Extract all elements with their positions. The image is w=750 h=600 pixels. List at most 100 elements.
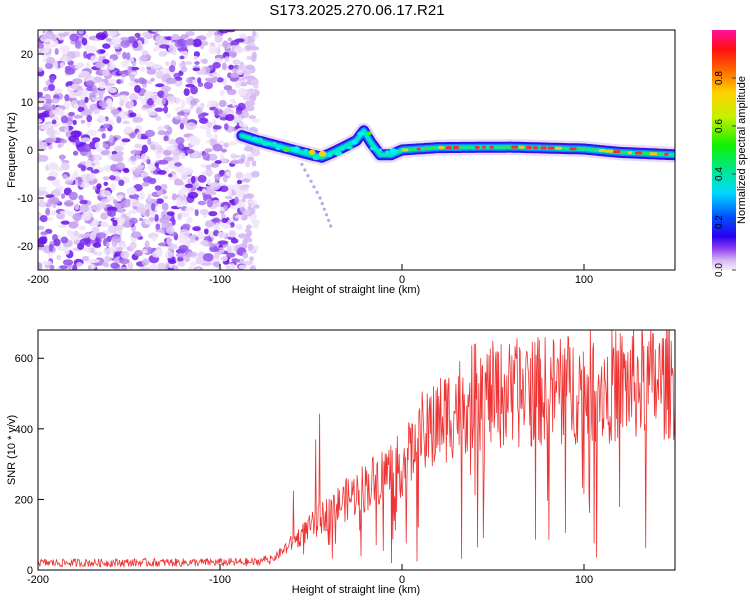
- noise-blob: [113, 199, 118, 205]
- noise-blob: [179, 170, 186, 176]
- noise-blob: [72, 150, 79, 156]
- x-tick-label: 100: [575, 274, 593, 286]
- ridge-core: [562, 147, 567, 150]
- noise-blob: [212, 76, 219, 81]
- noise-blob: [184, 254, 190, 263]
- noise-blob: [197, 232, 204, 239]
- noise-blob: [216, 77, 224, 83]
- colorbar-label: Normalized spectral amplitude: [736, 76, 748, 224]
- noise-blob: [214, 34, 223, 43]
- noise-blob: [183, 88, 190, 96]
- noise-blob: [188, 265, 194, 270]
- noise-blob: [229, 51, 237, 59]
- noise-blob: [251, 170, 260, 178]
- noise-blob: [102, 43, 111, 49]
- noise-blob: [156, 189, 164, 196]
- noise-blob: [233, 46, 244, 54]
- noise-blob: [102, 69, 110, 77]
- noise-blob: [222, 40, 229, 49]
- noise-blob: [167, 126, 173, 135]
- noise-blob: [103, 181, 109, 186]
- ridge-blob: [334, 150, 343, 156]
- noise-blob: [142, 249, 148, 254]
- noise-blob: [51, 98, 60, 104]
- noise-blob: [121, 60, 129, 68]
- ridge-core: [431, 146, 436, 150]
- noise-blob: [123, 111, 129, 116]
- noise-blob: [189, 104, 194, 110]
- noise-blob: [127, 262, 134, 270]
- noise-blob: [86, 166, 94, 171]
- noise-blob: [85, 248, 92, 253]
- ridge-core: [416, 147, 421, 151]
- noise-blob: [166, 145, 177, 151]
- noise-blob: [180, 99, 186, 108]
- noise-blob: [94, 142, 101, 149]
- noise-blob: [167, 160, 177, 170]
- noise-blob: [63, 247, 70, 255]
- noise-blob: [124, 198, 131, 203]
- ridge-core: [467, 145, 472, 149]
- noise-blob: [71, 83, 78, 90]
- noise-blob: [73, 230, 79, 237]
- noise-blob: [233, 64, 240, 70]
- noise-blob: [78, 225, 86, 231]
- x-tick-label: -100: [209, 574, 231, 586]
- noise-blob: [140, 67, 146, 72]
- noise-blob: [163, 105, 169, 114]
- noise-blob: [82, 255, 89, 262]
- noise-blob: [132, 41, 139, 49]
- ridge-core: [554, 146, 562, 150]
- noise-blob: [161, 202, 169, 211]
- noise-blob: [185, 83, 195, 88]
- noise-blob: [213, 133, 218, 141]
- noise-blob: [136, 131, 142, 140]
- noise-blob: [247, 243, 254, 251]
- noise-blob: [212, 144, 223, 152]
- noise-blob: [68, 191, 78, 201]
- noise-blob: [142, 104, 153, 109]
- noise-blob: [92, 137, 101, 143]
- noise-blob: [95, 32, 107, 40]
- spectrogram-heatmap: [38, 30, 675, 270]
- noise-blob: [144, 240, 150, 249]
- noise-blob: [195, 104, 205, 108]
- noise-blob: [107, 78, 116, 84]
- snr-line: [38, 330, 675, 569]
- noise-blob: [95, 61, 105, 69]
- colorbar-axes: 0.0 0.2 0.4 0.6 0.8: [714, 71, 736, 277]
- noise-blob: [46, 128, 56, 136]
- ridge-blob: [312, 155, 320, 161]
- noise-blob: [187, 191, 199, 199]
- noise-blob: [98, 92, 104, 100]
- noise-blob: [64, 125, 69, 133]
- noise-blob: [220, 255, 228, 262]
- noise-blob: [247, 156, 254, 162]
- noise-blob: [223, 205, 228, 210]
- noise-blob: [38, 106, 44, 111]
- noise-blob: [234, 80, 242, 89]
- noise-blob: [192, 67, 201, 72]
- noise-blob: [229, 160, 241, 165]
- noise-blob: [64, 68, 76, 75]
- noise-blob: [168, 173, 173, 178]
- noise-blob: [193, 55, 198, 60]
- noise-blob: [227, 88, 237, 96]
- noise-blob: [242, 240, 248, 249]
- noise-blob: [245, 159, 251, 168]
- noise-blob: [236, 201, 246, 209]
- noise-blob: [78, 30, 84, 35]
- noise-blob: [244, 100, 255, 107]
- noise-blob: [96, 183, 102, 190]
- noise-blob: [151, 250, 163, 258]
- noise-blob: [159, 216, 170, 224]
- y-tick-label: 200: [15, 494, 33, 506]
- noise-blob: [184, 183, 194, 189]
- noise-blob: [184, 39, 195, 46]
- colorbar: 0.0 0.2 0.4 0.6 0.8 Normalized spectral ampl…: [712, 30, 748, 277]
- noise-blob: [60, 220, 70, 225]
- tail-dot: [324, 213, 329, 217]
- ridge-core: [453, 146, 460, 149]
- noise-blob: [189, 261, 198, 267]
- noise-blob: [115, 224, 124, 231]
